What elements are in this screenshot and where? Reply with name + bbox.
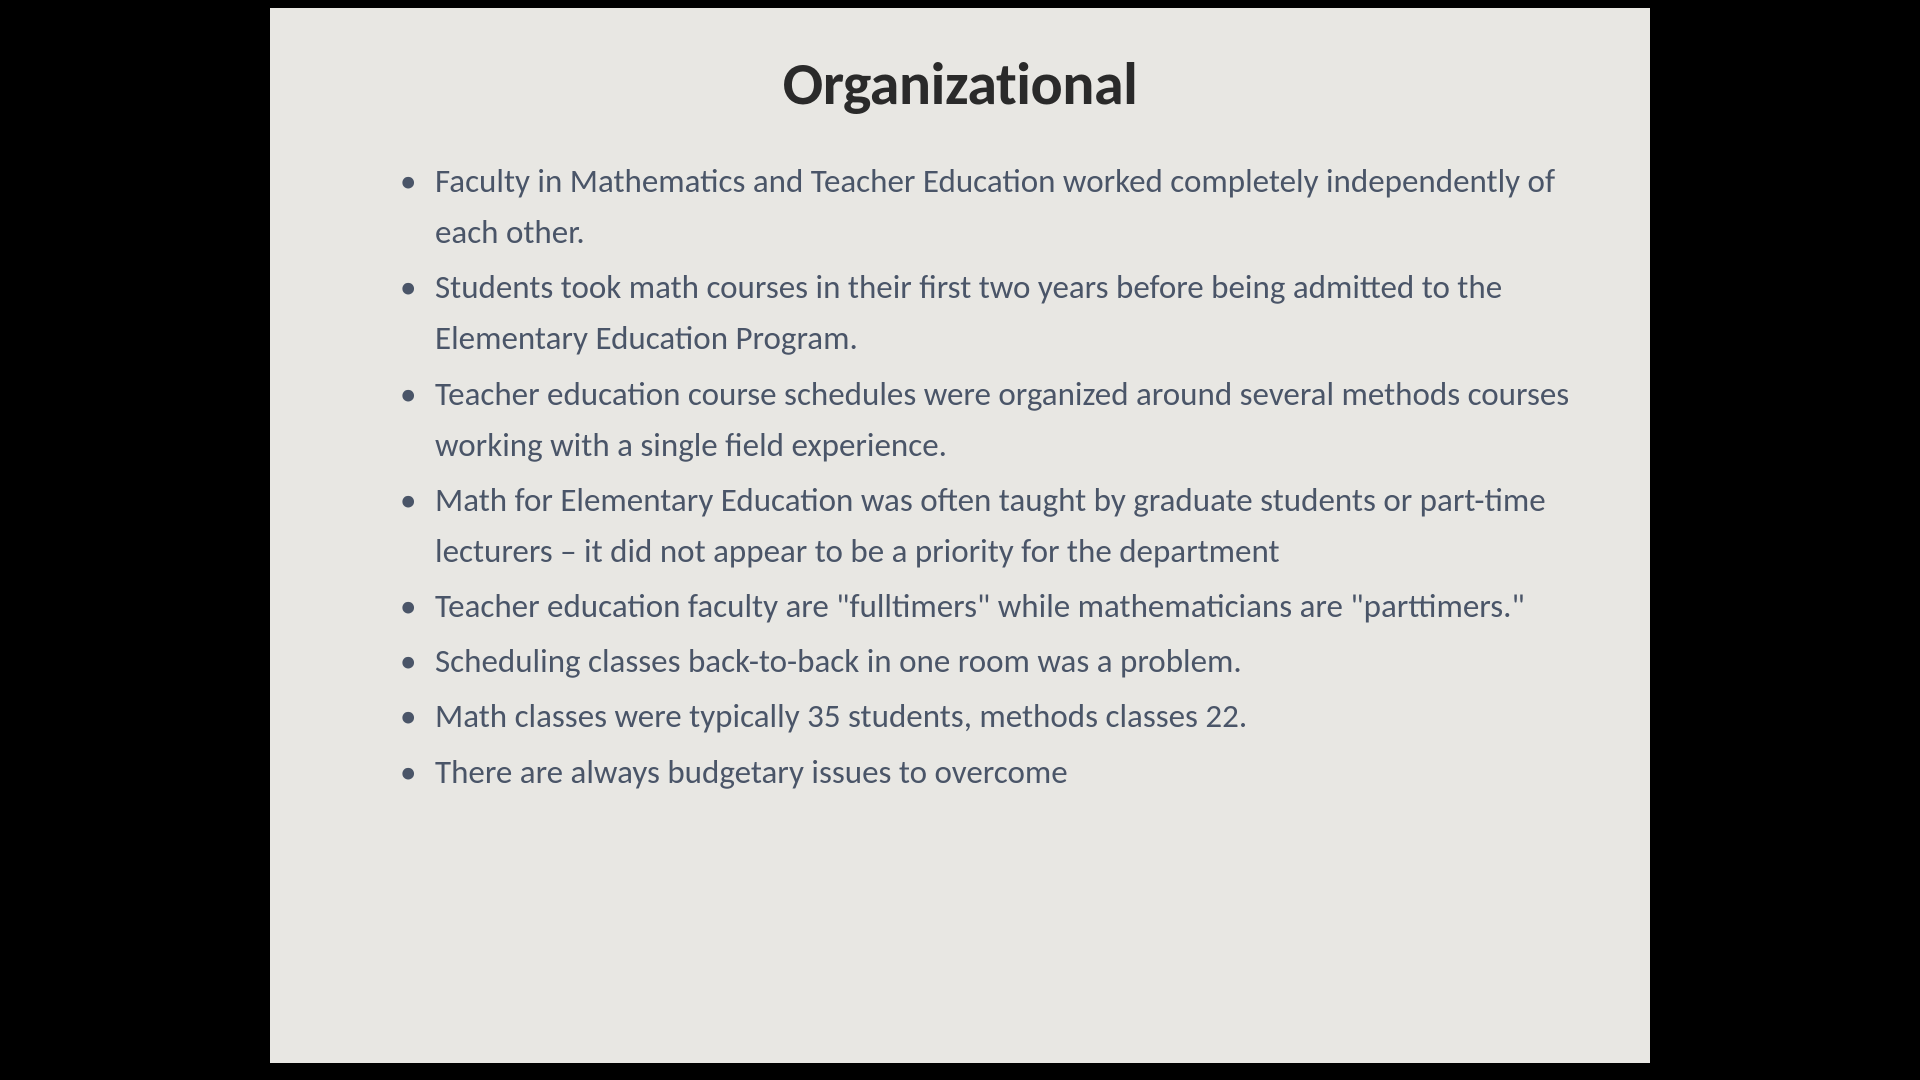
slide-title: Organizational — [350, 48, 1570, 121]
list-item: Math for Elementary Education was often … — [400, 475, 1570, 577]
list-item: Students took math courses in their firs… — [400, 262, 1570, 364]
list-item: Math classes were typically 35 students,… — [400, 691, 1570, 742]
bullet-list: Faculty in Mathematics and Teacher Educa… — [350, 156, 1570, 798]
slide-container: Organizational Faculty in Mathematics an… — [270, 8, 1650, 1063]
list-item: There are always budgetary issues to ove… — [400, 747, 1570, 798]
list-item: Teacher education faculty are "fulltimer… — [400, 581, 1570, 632]
list-item: Scheduling classes back-to-back in one r… — [400, 636, 1570, 687]
list-item: Teacher education course schedules were … — [400, 369, 1570, 471]
list-item: Faculty in Mathematics and Teacher Educa… — [400, 156, 1570, 258]
